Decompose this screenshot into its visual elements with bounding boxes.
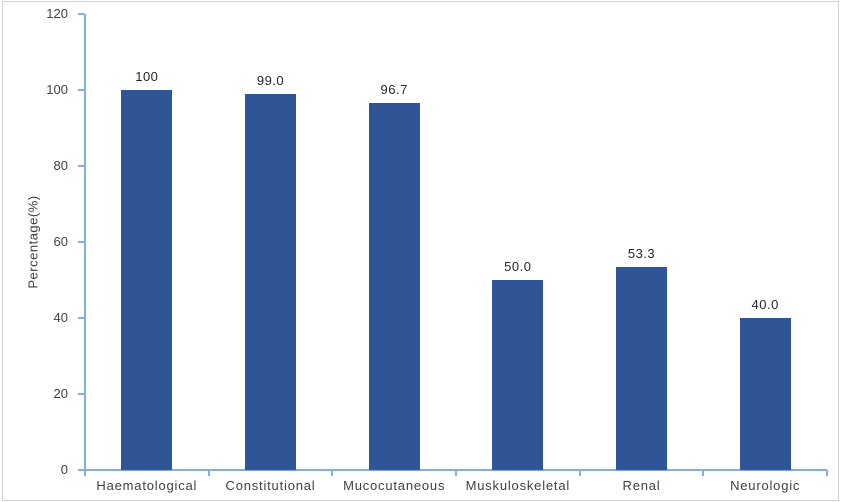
category-label: Muskuloskeletal <box>465 478 571 493</box>
bar <box>368 102 420 470</box>
bar <box>739 318 791 470</box>
x-tick <box>331 470 334 476</box>
x-tick <box>578 470 581 476</box>
bar <box>121 90 173 470</box>
y-tick <box>78 317 84 319</box>
y-axis-line <box>84 14 86 470</box>
bar-value-label: 96.7 <box>380 81 408 97</box>
bar-value-label: 100 <box>135 69 159 84</box>
bar-value-label: 40.0 <box>751 297 779 312</box>
y-tick-label: 80 <box>53 158 68 173</box>
bar <box>245 93 296 470</box>
y-tick-label: 120 <box>46 6 68 21</box>
bar-value-label: 99.0 <box>256 72 285 88</box>
y-tick <box>78 89 84 91</box>
y-tick-label: 40 <box>53 310 68 325</box>
bar <box>492 280 544 470</box>
category-label: Renal <box>622 478 661 493</box>
category-label: Neurologic <box>730 478 801 493</box>
y-tick-label: 20 <box>53 386 68 401</box>
y-tick <box>78 13 84 15</box>
bar-value-label: 53.3 <box>627 246 656 262</box>
x-tick <box>826 470 828 476</box>
bar <box>616 267 667 470</box>
category-label: Mucocutaneous <box>343 478 446 493</box>
x-tick <box>207 470 210 476</box>
x-tick <box>455 470 457 476</box>
category-label: Haematological <box>96 478 198 493</box>
y-tick <box>78 165 84 167</box>
y-tick <box>78 469 84 471</box>
y-tick <box>78 241 84 243</box>
x-tick <box>84 470 86 476</box>
category-label: Constitutional <box>225 478 316 493</box>
y-tick-label: 0 <box>60 462 68 477</box>
y-tick-label: 100 <box>46 82 68 97</box>
y-tick <box>78 393 84 395</box>
x-tick <box>702 470 705 476</box>
y-tick-label: 60 <box>53 234 68 249</box>
bar-value-label: 50.0 <box>504 259 532 274</box>
